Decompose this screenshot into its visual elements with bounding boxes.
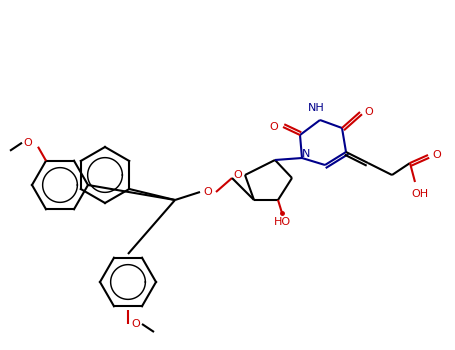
Text: O: O bbox=[204, 187, 212, 197]
Text: NH: NH bbox=[308, 103, 324, 113]
Text: O: O bbox=[131, 319, 141, 329]
Text: O: O bbox=[270, 122, 278, 132]
Text: O: O bbox=[233, 170, 243, 180]
Text: O: O bbox=[24, 138, 32, 148]
Text: N: N bbox=[302, 149, 310, 159]
Text: OH: OH bbox=[411, 189, 429, 199]
Text: O: O bbox=[433, 150, 441, 160]
Text: O: O bbox=[364, 107, 374, 117]
Text: HO: HO bbox=[273, 217, 291, 227]
